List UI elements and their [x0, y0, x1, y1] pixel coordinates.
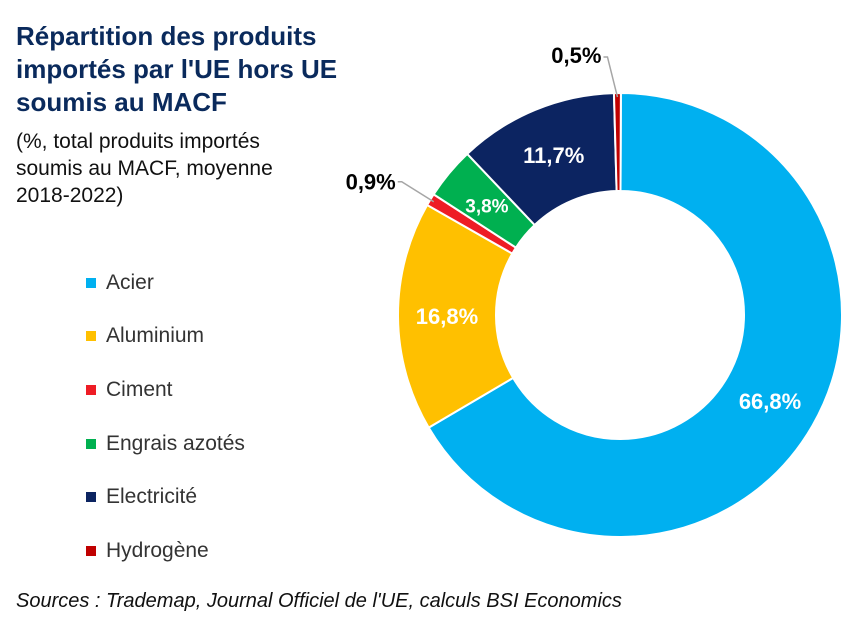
legend-swatch-engrais-azotes — [86, 438, 96, 449]
data-label-hydrogene: 0,5% — [551, 43, 601, 68]
legend-item-acier: Acier — [86, 256, 306, 310]
legend-swatch-aluminium — [86, 331, 96, 342]
legend-item-electricite: Electricité — [86, 470, 306, 524]
data-label-electricite: 11,7% — [523, 143, 584, 168]
legend-label-ciment: Ciment — [106, 377, 173, 401]
legend-label-hydrogene: Hydrogène — [106, 538, 209, 562]
legend: Acier Aluminium Ciment Engrais azotés El… — [86, 256, 306, 578]
data-label-acier: 66,8% — [739, 389, 801, 414]
legend-label-acier: Acier — [106, 270, 154, 294]
chart-title: Répartition des produits importés par l'… — [16, 21, 338, 117]
source-note: Sources : Trademap, Journal Officiel de … — [16, 590, 622, 612]
leader-line-ciment — [397, 180, 435, 203]
leader-line-hydrogene — [603, 56, 619, 98]
legend-label-electricite: Electricité — [106, 485, 198, 509]
legend-item-aluminium: Aluminium — [86, 310, 306, 364]
legend-swatch-ciment — [86, 384, 96, 395]
slice-acier — [427, 91, 843, 538]
legend-swatch-electricite — [86, 492, 96, 503]
data-label-engrais-azotes: 3,8% — [465, 196, 508, 217]
legend-swatch-acier — [86, 277, 96, 288]
legend-item-hydrogene: Hydrogène — [86, 524, 306, 578]
data-label-ciment: 0,9% — [346, 170, 396, 195]
data-label-aluminium: 16,8% — [416, 304, 478, 329]
legend-item-ciment: Ciment — [86, 363, 306, 417]
legend-swatch-hydrogene — [86, 545, 96, 556]
chart-subtitle: (%, total produits importés soumis au MA… — [16, 130, 273, 207]
legend-label-aluminium: Aluminium — [106, 324, 205, 348]
legend-item-engrais-azotes: Engrais azotés — [86, 417, 306, 471]
legend-label-engrais-azotes: Engrais azotés — [106, 431, 245, 455]
